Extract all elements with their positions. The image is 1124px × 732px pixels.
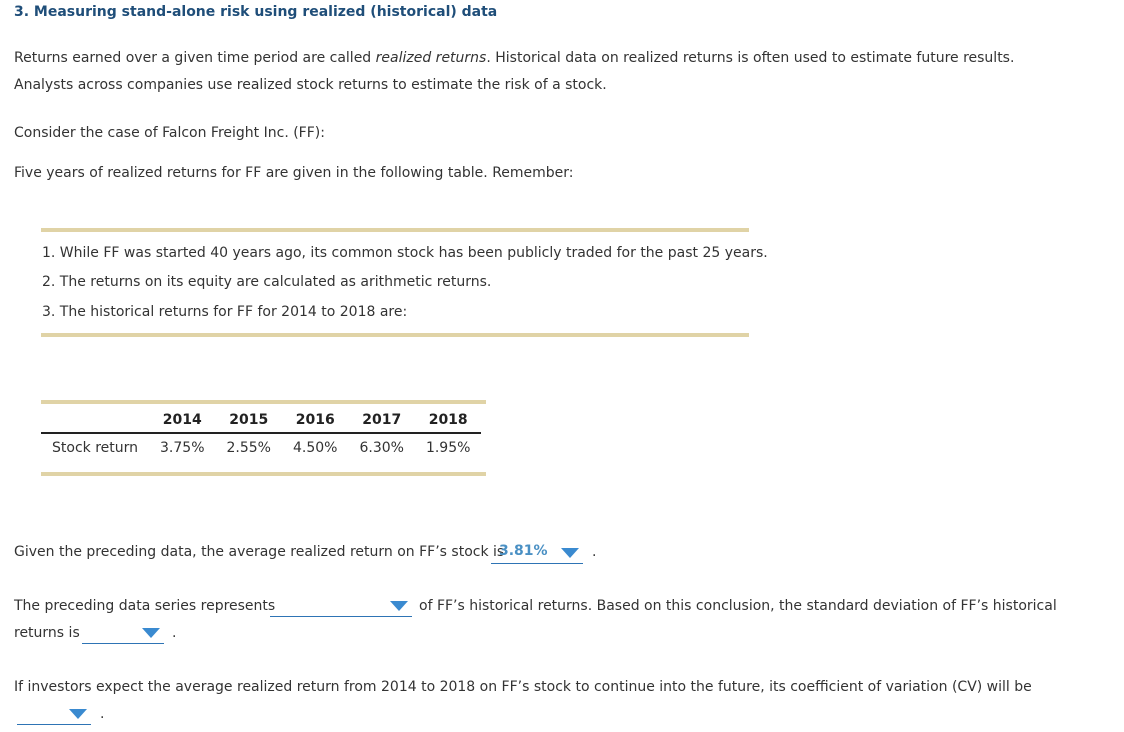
q1-period: . [592,544,597,560]
case-statement: Consider the case of Falcon Freight Inc.… [14,125,325,141]
table-corner-cell [41,408,150,434]
intro-text-b: . Historical data on realized returns is… [486,50,1015,66]
table-row: Stock return 3.75% 2.55% 4.50% 6.30% 1.9… [41,433,481,462]
chevron-down-icon [69,709,87,719]
list-top-rule [41,228,749,232]
table-bottom-rule [41,472,486,476]
year-header: 2014 [149,408,216,434]
remember-item-3: 3. The historical returns for FF for 201… [42,304,408,320]
q3-prompt: If investors expect the average realized… [14,679,1032,695]
remember-item-1: 1. While FF was started 40 years ago, it… [42,245,768,261]
chevron-down-icon [390,601,408,611]
q2-continuation: of FF’s historical returns. Based on thi… [419,598,1057,614]
intro-text-a: Returns earned over a given time period … [14,50,376,66]
chevron-down-icon [561,548,579,558]
return-cell: 3.75% [160,440,205,456]
return-cell: 2.55% [226,440,271,456]
year-header: 2018 [414,408,482,434]
intro-paragraph-line1: Returns earned over a given time period … [14,50,1014,66]
chevron-down-icon [142,628,160,638]
q1-prompt: Given the preceding data, the average re… [14,544,505,560]
q3-period: . [100,706,105,722]
q2-period: . [172,625,177,641]
row-label-stock-return: Stock return [52,440,139,456]
year-header: 2017 [348,408,415,434]
average-return-dropdown[interactable]: 3.81% [491,543,583,564]
intro-paragraph-line2: Analysts across companies use realized s… [14,77,607,93]
data-series-type-dropdown[interactable] [270,596,412,617]
remember-item-2: 2. The returns on its equity are calcula… [42,274,492,290]
returns-table: 2014 2015 2016 2017 2018 Stock return 3.… [41,408,482,462]
return-cell: 6.30% [359,440,404,456]
year-header: 2015 [215,408,282,434]
standard-deviation-dropdown[interactable] [82,623,164,644]
year-header: 2016 [281,408,349,434]
q2-line2-prompt: returns is [14,625,80,641]
coefficient-of-variation-dropdown[interactable] [17,704,91,725]
table-header-row: 2014 2015 2016 2017 2018 [41,408,482,434]
table-top-rule [41,400,486,404]
return-cell: 4.50% [292,440,338,456]
five-years-statement: Five years of realized returns for FF ar… [14,165,574,181]
list-bottom-rule [41,333,749,337]
average-return-selected-value: 3.81% [499,543,548,559]
return-cell: 1.95% [425,440,471,456]
q2-prompt: The preceding data series represents [14,598,276,614]
intro-term-realized-returns: realized returns [375,50,487,66]
page-title: 3. Measuring stand-alone risk using real… [14,4,498,20]
